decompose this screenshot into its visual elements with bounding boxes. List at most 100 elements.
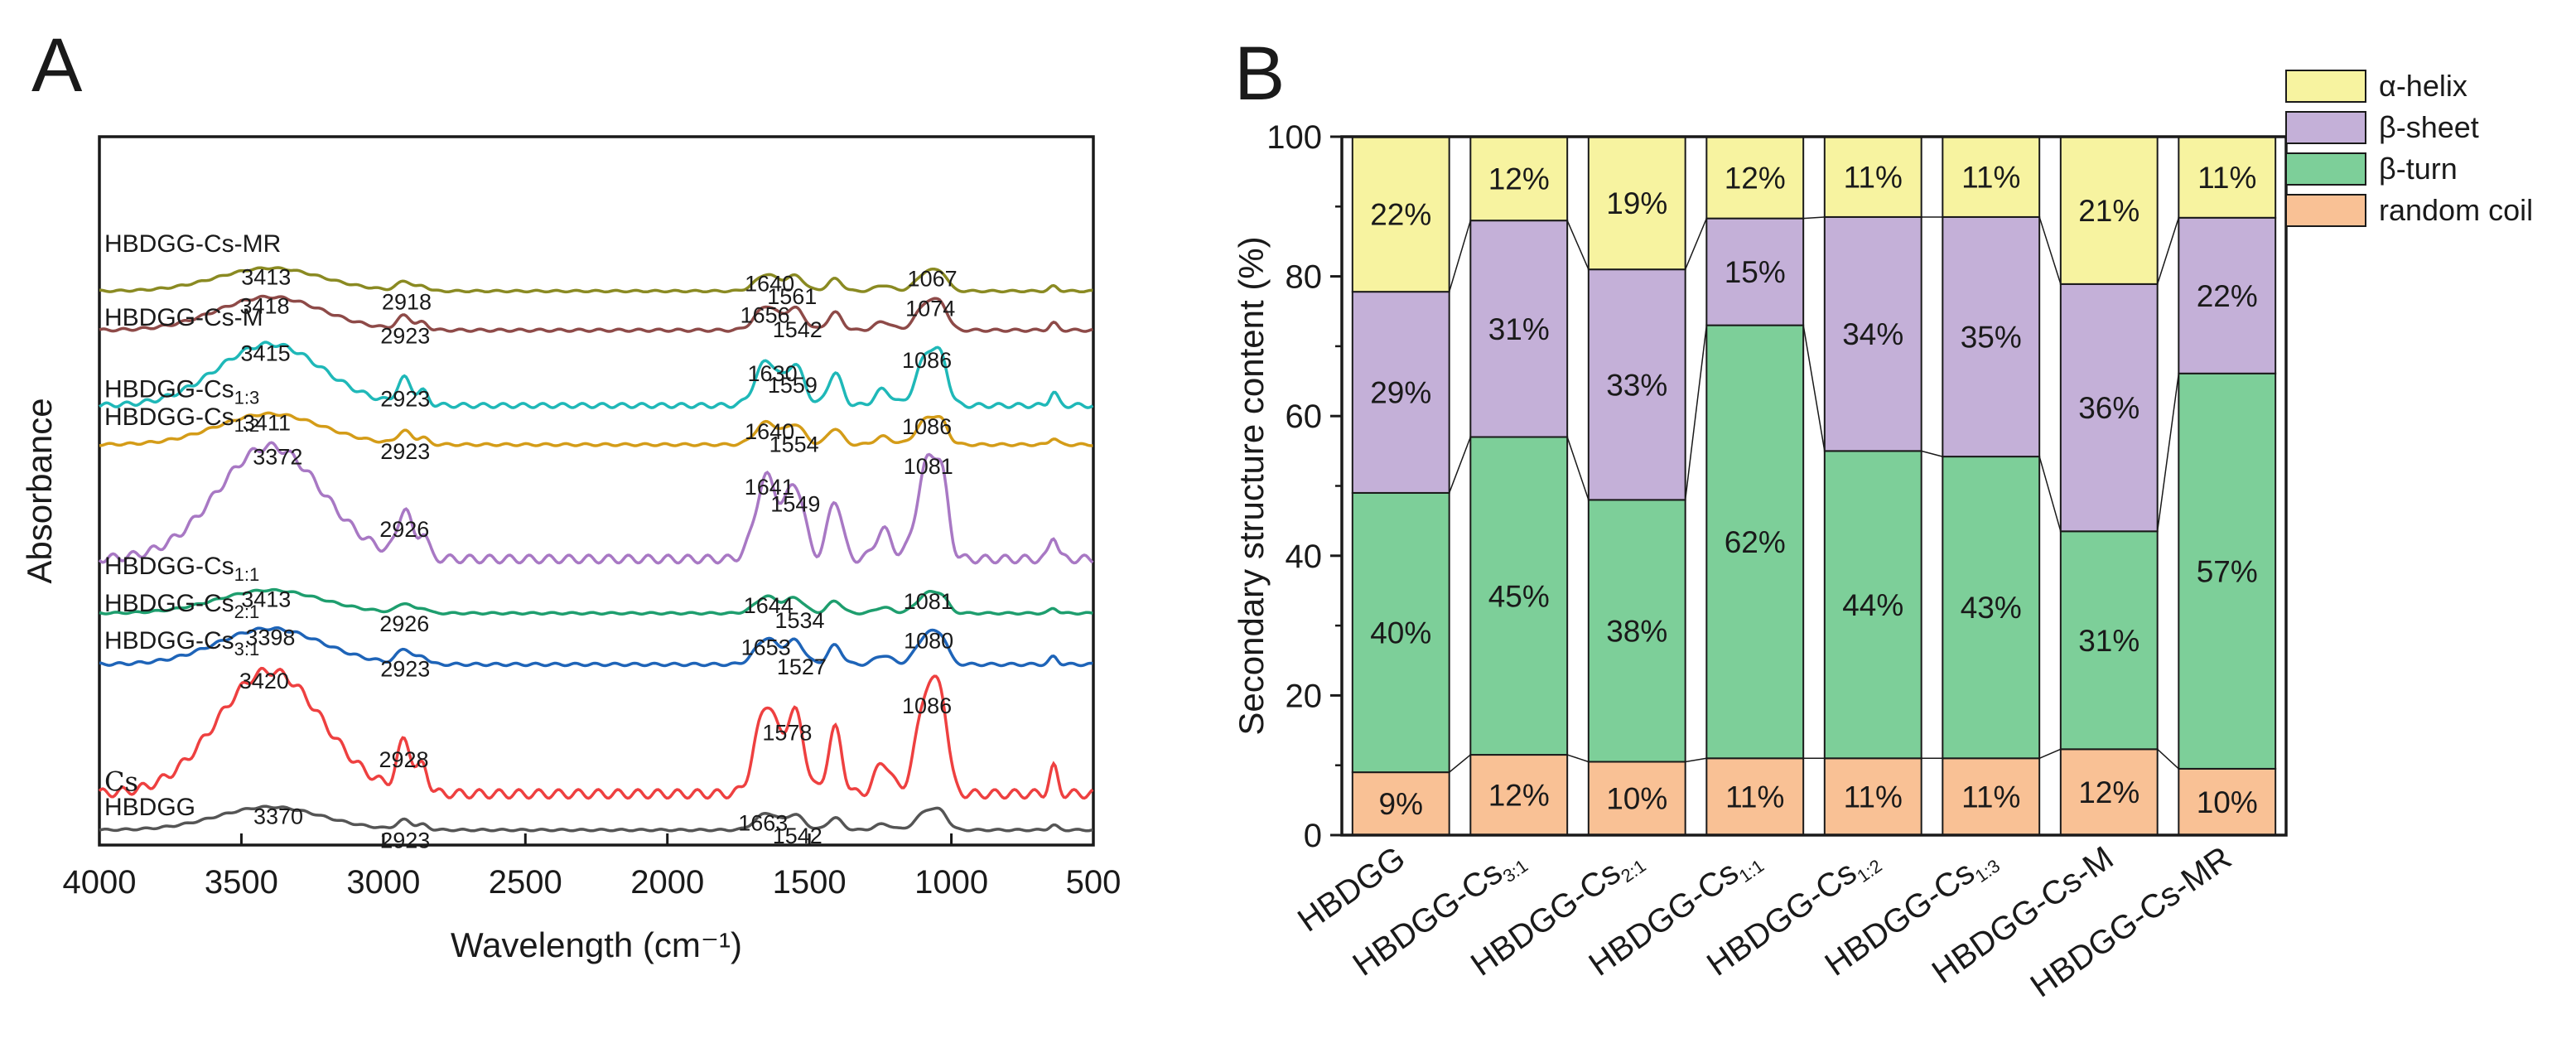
peak-label: 1081: [904, 454, 953, 479]
spectrum-line: [99, 411, 1093, 447]
segment-label: 22%: [2197, 279, 2258, 313]
bar-segment: [2178, 372, 2277, 770]
bar-segment: [1587, 499, 1686, 763]
connector-line: [1685, 757, 1707, 763]
segment-label: 19%: [1606, 186, 1667, 220]
panel-b-label: B: [1234, 31, 1285, 116]
peak-label: 1081: [904, 589, 953, 614]
panel-a-label: A: [31, 23, 83, 108]
series-label-base: HBDGG-Cs: [104, 553, 234, 580]
bar-segment: [1823, 215, 1922, 452]
plot-frame: [98, 135, 1095, 847]
segment-label: 36%: [2078, 391, 2139, 425]
peak-label: 3418: [240, 294, 290, 319]
series-label-sub: 1:2: [234, 415, 260, 436]
segment-label: 31%: [1488, 312, 1550, 346]
peak-label: 2923: [380, 439, 430, 464]
y-tick-label: 20: [1286, 678, 1323, 714]
peak-label: 1561: [767, 284, 817, 309]
bar-segment: [1942, 456, 2041, 760]
x-tick-label: 2000: [630, 864, 704, 901]
legend-label: β-turn: [2379, 152, 2458, 186]
category-label-base: HBDGG-Cs-MR: [2024, 839, 2238, 1004]
series-label-sub: 1:3: [234, 387, 260, 408]
bar-segment: [1587, 761, 1686, 836]
series-label-base: Cs: [104, 766, 138, 797]
bar-segment: [1351, 291, 1450, 494]
peak-label: 1067: [908, 267, 958, 292]
peak-label: 2923: [380, 324, 430, 349]
series-label-base: HBDGG: [104, 794, 195, 821]
bar-segment: [1823, 757, 1922, 837]
category-label: HBDGG-Cs-MR: [2024, 839, 2238, 1004]
series-label: HBDGG: [104, 794, 195, 821]
segment-label: 31%: [2078, 624, 2139, 658]
connector-line: [1921, 450, 1943, 457]
spectrum-line: [99, 294, 1093, 333]
connector-line: [1448, 220, 1472, 292]
peak-label: 1080: [904, 629, 953, 654]
segment-label: 12%: [1488, 779, 1550, 813]
segment-label: 10%: [1606, 782, 1667, 816]
peak-label: 1559: [768, 373, 818, 398]
segment-label: 11%: [1961, 160, 2020, 194]
bar-segment: [1705, 324, 1805, 760]
peak-label: 1656: [740, 303, 790, 328]
segment-label: 11%: [1961, 780, 2020, 814]
segment-label: 40%: [1370, 616, 1431, 650]
segment-label: 35%: [1961, 321, 2022, 355]
peak-label: 1554: [769, 432, 819, 457]
connector-line: [1449, 754, 1471, 773]
peak-label: 3413: [241, 587, 291, 611]
connector-line: [2156, 373, 2180, 532]
segment-label: 15%: [1725, 255, 1786, 289]
segment-label: 62%: [1725, 525, 1786, 559]
connector-line: [1802, 325, 1826, 452]
bar-segment: [2178, 216, 2277, 374]
peak-label: 1663: [738, 811, 788, 836]
legend-label: random coil: [2379, 193, 2533, 227]
bar-segment: [2059, 748, 2159, 836]
series-label-sub: 3:1: [234, 639, 260, 659]
peak-label: 3372: [253, 444, 302, 469]
connector-line: [1684, 218, 1708, 270]
segment-label: 11%: [2197, 161, 2256, 195]
bar-segment: [1942, 215, 2041, 458]
connector-line: [2038, 748, 2062, 759]
connector-line: [1566, 754, 1589, 763]
y-tick-label: 40: [1286, 539, 1323, 575]
peak-label: 1534: [774, 608, 824, 633]
segment-label: 45%: [1488, 579, 1550, 613]
series-label: Cs: [104, 766, 138, 797]
spectrum-line: [99, 341, 1094, 409]
segment-label: 22%: [1370, 198, 1431, 232]
legend-label: β-sheet: [2379, 110, 2479, 144]
peak-label: 1640: [745, 271, 794, 296]
bar-segment: [1705, 217, 1805, 326]
segment-label: 12%: [2078, 775, 2139, 809]
x-tick-label: 500: [1066, 864, 1122, 901]
connector-line: [1566, 220, 1589, 270]
x-tick-label: 4000: [63, 864, 137, 901]
peak-label: 1086: [902, 693, 952, 718]
series-label-base: HBDGG-Cs-M: [104, 304, 263, 331]
peak-label: 1630: [748, 361, 798, 386]
bar-segment: [1351, 771, 1450, 837]
segment-label: 11%: [1844, 780, 1903, 814]
connector-line: [1566, 437, 1589, 500]
y-tick-label: 0: [1304, 818, 1322, 854]
x-tick-label: 1500: [773, 864, 847, 901]
series-label-base: HBDGG-Cs-MR: [104, 230, 281, 258]
peak-label: 1086: [902, 414, 952, 439]
connector-line: [2156, 217, 2180, 285]
series-label-sub: 2:1: [234, 601, 260, 622]
x-tick-label: 1000: [914, 864, 988, 901]
segment-label: 33%: [1606, 368, 1667, 402]
segment-label: 10%: [2197, 785, 2258, 819]
bar-segment: [1587, 136, 1686, 271]
peak-label: 3370: [253, 804, 303, 828]
bar-segment: [1469, 220, 1569, 438]
peak-label: 3398: [245, 626, 295, 650]
